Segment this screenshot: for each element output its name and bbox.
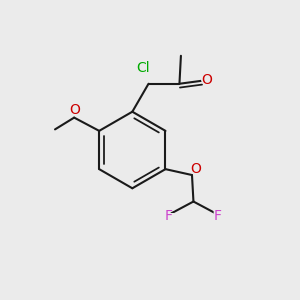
Text: Cl: Cl bbox=[136, 61, 150, 75]
Text: O: O bbox=[199, 70, 214, 88]
Text: Cl: Cl bbox=[134, 59, 153, 77]
Text: F: F bbox=[165, 209, 173, 223]
Text: O: O bbox=[188, 160, 203, 178]
Text: O: O bbox=[69, 103, 80, 117]
Text: O: O bbox=[201, 73, 212, 87]
Text: F: F bbox=[212, 207, 224, 225]
Text: F: F bbox=[163, 207, 175, 225]
Text: O: O bbox=[67, 101, 83, 119]
Text: F: F bbox=[214, 209, 222, 223]
Text: O: O bbox=[190, 161, 201, 176]
